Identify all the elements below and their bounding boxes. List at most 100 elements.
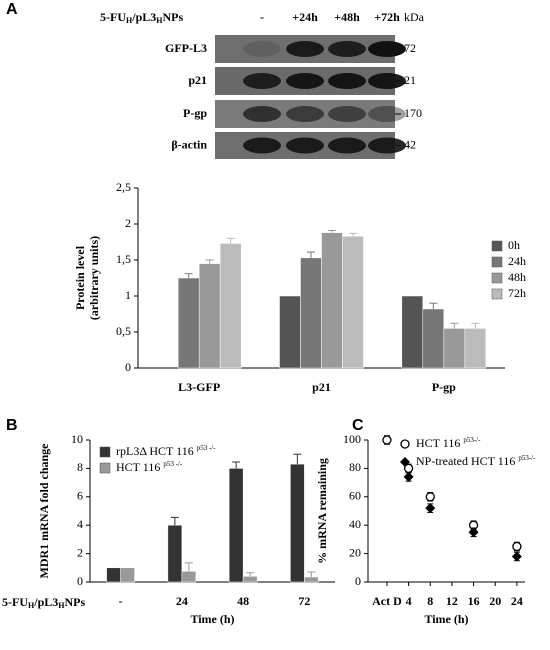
- error-bar: [170, 516, 179, 526]
- band: [243, 106, 281, 122]
- row-label: p21: [188, 73, 207, 87]
- y-tick-label: 80: [349, 460, 361, 474]
- x-tick-label: 20: [489, 594, 501, 608]
- legend-name: 48h: [508, 270, 526, 284]
- legend-label: 24h: [508, 254, 526, 268]
- legend-name: 72h: [508, 286, 526, 300]
- bar: [422, 308, 445, 369]
- bar: [279, 295, 301, 369]
- error-bar: [307, 571, 316, 578]
- legend-superscript: p53 -/-: [197, 444, 217, 452]
- x-tick-label: L3-GFP: [178, 380, 220, 394]
- bar: [198, 263, 221, 369]
- x-tick-label: -: [119, 594, 123, 608]
- legend-name: HCT 116: [416, 436, 460, 450]
- legend-label: HCT 116 p53-/-: [416, 436, 481, 450]
- label-part: NPs: [64, 595, 85, 609]
- panel-label: A: [6, 1, 18, 18]
- panel-label: C: [352, 417, 364, 434]
- bar: [300, 257, 322, 369]
- error-bar: [226, 237, 235, 244]
- band: [328, 73, 366, 89]
- kda-label: 42: [404, 137, 416, 151]
- legend-marker: [400, 457, 410, 467]
- y-tick-label: 6: [77, 489, 83, 503]
- x-tick-label: 4: [406, 594, 412, 608]
- band: [368, 106, 406, 122]
- legend-name: 24h: [508, 254, 526, 268]
- legend-name: HCT 116: [116, 460, 160, 474]
- treatment-label: 5-FUH/pL3HNPs: [100, 10, 183, 25]
- y-tick-label: 1,5: [116, 252, 131, 266]
- band: [328, 41, 366, 57]
- y-tick-label: 2: [77, 545, 83, 559]
- label-part: NPs: [162, 10, 183, 24]
- panel-label: B: [6, 417, 18, 434]
- lane-label: -: [260, 10, 264, 24]
- unit-label: kDa: [404, 10, 425, 24]
- x-tick-label: P-gp: [432, 380, 456, 394]
- band: [286, 137, 324, 154]
- legend-swatch: [491, 240, 503, 252]
- y-tick-label: 0: [77, 574, 83, 588]
- y-tick-label: 4: [77, 517, 83, 531]
- label-part: 5-FU: [2, 595, 28, 609]
- x-tick-label: 12: [446, 594, 458, 608]
- band: [243, 41, 281, 57]
- band: [286, 73, 324, 89]
- point: [382, 435, 392, 445]
- legend-label: 0h: [508, 238, 520, 252]
- x-axis-title: Time (h): [424, 612, 468, 626]
- bar: [321, 232, 343, 369]
- x-tick-label: 24: [176, 594, 188, 608]
- error-bar: [450, 322, 459, 329]
- bar: [106, 567, 121, 583]
- legend-label: rpL3Δ HCT 116 p53 -/-: [116, 444, 216, 458]
- x-tick-label: p21: [312, 380, 331, 394]
- legend-name: 0h: [508, 238, 520, 252]
- legend-name: NP-treated HCT 116: [416, 454, 515, 468]
- error-bar: [293, 453, 302, 465]
- bar: [464, 328, 487, 369]
- bar: [167, 524, 183, 583]
- bar: [181, 571, 197, 583]
- y-tick-label: 2,5: [116, 180, 131, 194]
- error-bar: [184, 562, 193, 572]
- band: [368, 73, 406, 89]
- kda-label: 21: [404, 73, 416, 87]
- subscript: H: [156, 16, 163, 25]
- bar: [401, 295, 424, 369]
- x-tick-label: 16: [468, 594, 480, 608]
- legend-swatch: [491, 272, 503, 284]
- lane-label: +48h: [334, 10, 360, 24]
- y-axis-title: % mRNA remaining: [315, 458, 329, 564]
- x-axis-title: Time (h): [190, 612, 234, 626]
- subscript: H: [28, 601, 35, 610]
- x-tick-label: Act D: [372, 594, 402, 608]
- point: [403, 471, 414, 482]
- band: [286, 106, 324, 122]
- legend-label: HCT 116 p53 -/-: [116, 460, 183, 474]
- error-bar: [246, 572, 255, 577]
- label-part: 5-FU: [100, 10, 126, 24]
- error-bar: [307, 251, 315, 258]
- bar: [219, 243, 242, 369]
- kda-label: 72: [404, 41, 416, 55]
- y-tick-label: 60: [349, 489, 361, 503]
- legend-label: 48h: [508, 270, 526, 284]
- legend-label: NP-treated HCT 116 p53-/-: [416, 454, 536, 468]
- band: [328, 137, 366, 154]
- row-label: GFP-L3: [165, 41, 207, 55]
- lane-label: +24h: [292, 10, 318, 24]
- treatment-label: 5-FUH/pL3HNPs: [2, 595, 85, 610]
- bar: [304, 576, 319, 583]
- error-bar: [349, 232, 357, 237]
- bar: [228, 468, 244, 583]
- error-bar: [328, 229, 336, 233]
- legend-label: 72h: [508, 286, 526, 300]
- band: [328, 106, 366, 122]
- x-tick-label: 72: [298, 594, 310, 608]
- y-tick-label: 10: [71, 432, 83, 446]
- y-tick-label: 20: [349, 545, 361, 559]
